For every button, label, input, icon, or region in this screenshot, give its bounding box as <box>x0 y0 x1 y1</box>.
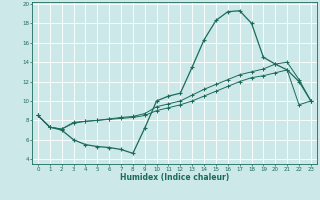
X-axis label: Humidex (Indice chaleur): Humidex (Indice chaleur) <box>120 173 229 182</box>
